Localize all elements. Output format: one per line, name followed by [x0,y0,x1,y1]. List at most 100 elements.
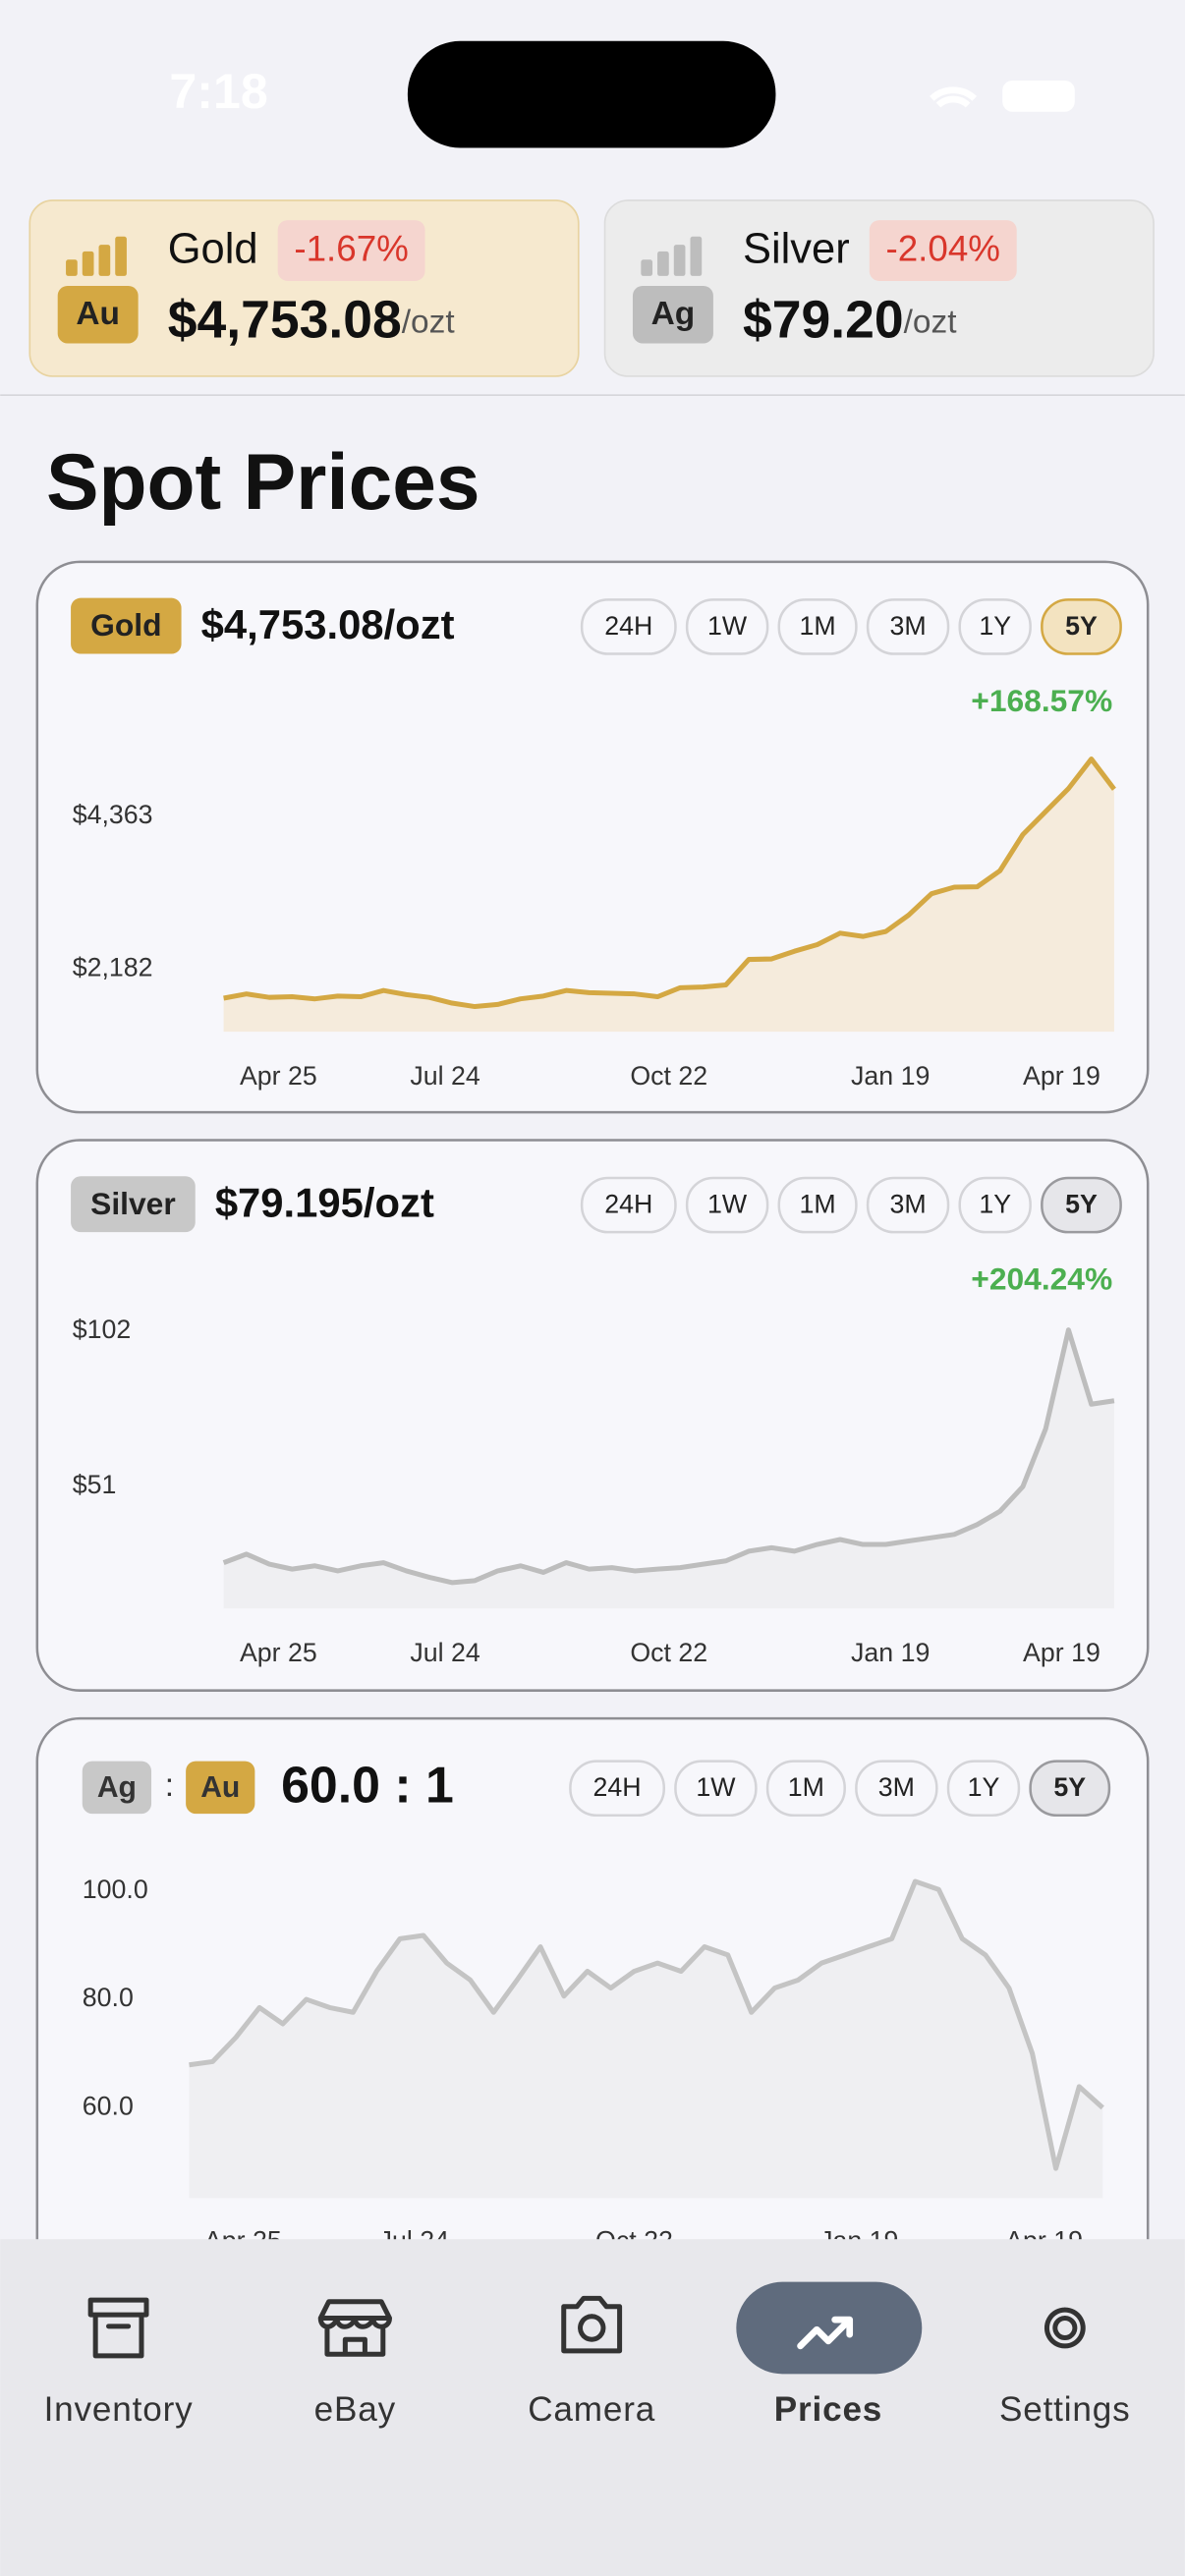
tab-icon[interactable] [1044,2307,1086,2349]
tab[interactable]: Inventory [44,2297,194,2429]
range-label[interactable]: 1W [696,1772,736,1802]
range-button[interactable] [580,1176,677,1234]
tab-label[interactable]: eBay [314,2390,396,2429]
range-label[interactable]: 1Y [979,611,1011,641]
metal-name: Gold [168,225,258,272]
bar-icon [98,245,111,276]
range-label[interactable]: 1M [788,1772,824,1802]
x-tick-label: Apr 25 [240,1061,317,1091]
range-label[interactable]: 3M [889,611,926,641]
range-label[interactable]: 1Y [979,1189,1011,1218]
change-badge [869,220,1017,281]
x-tick-label: Jan 19 [851,1638,930,1667]
x-tick-label: Jul 24 [410,1061,480,1091]
wifi-icon [930,86,978,108]
bar-icon [641,259,653,276]
price-line [189,1878,1104,2171]
range-button[interactable] [674,1760,758,1818]
ticker-card[interactable]: Ag Silver -2.04% $79.20/ozt [603,199,1155,377]
range-label[interactable]: 5Y [1065,611,1098,641]
metal-badge [186,1761,255,1815]
metal-badge-label: Gold [90,607,161,643]
y-tick-label: $102 [73,1315,132,1344]
range-button[interactable] [685,598,769,655]
tab-icon[interactable] [797,2316,854,2350]
range-label[interactable]: 24H [593,1772,642,1802]
range-label[interactable]: 1M [800,1189,836,1218]
bar-icon [690,236,703,276]
tab[interactable]: eBay [314,2299,396,2429]
range-button[interactable] [1041,598,1122,655]
price-value: $4,753.08 [168,292,402,350]
range-button[interactable] [866,1176,950,1234]
range-button[interactable] [580,598,677,655]
range-button[interactable] [569,1760,665,1818]
area-fill [189,1880,1103,2199]
symbol: Au [76,296,120,332]
price-line [222,1327,1115,1586]
range-label[interactable]: 24H [604,1189,652,1218]
y-tick-label: $4,363 [73,800,153,829]
range-label[interactable]: 1Y [968,1772,1000,1802]
heading: 60.0 : 1 [281,1757,454,1814]
range-button[interactable] [685,1176,769,1234]
range-button[interactable] [855,1760,938,1818]
dynamic-island [407,40,776,148]
range-button[interactable] [958,1176,1032,1234]
x-tick-label: Apr 19 [1023,1061,1100,1091]
tab-icon[interactable] [561,2295,623,2354]
tab-label[interactable]: Camera [528,2390,655,2429]
range-label[interactable]: 1W [707,611,748,641]
tab-icon[interactable] [87,2297,149,2359]
range-button[interactable] [777,1176,858,1234]
chart-card: Silver $79.195/ozt 24H 1W 1M 3M 1Y 5Y +204.24% $5… [35,1139,1150,1692]
tab[interactable]: Prices [736,2281,923,2429]
bar-icon [66,259,78,276]
y-tick-label: 80.0 [83,1983,134,2012]
range-label[interactable]: 3M [878,1772,915,1802]
tab-label[interactable]: Settings [999,2390,1131,2429]
tab-icon[interactable] [317,2299,392,2357]
tab[interactable]: Camera [528,2295,655,2429]
range-button[interactable] [1041,1176,1122,1234]
change-percent: +204.24% [971,1261,1112,1297]
price-unit: /ozt [904,304,958,340]
range-button[interactable] [958,598,1032,655]
price-line [223,756,1116,1010]
area-fill [223,1329,1114,1609]
range-label[interactable]: 3M [889,1189,926,1218]
ticker-card[interactable]: Au Gold -1.67% $4,753.08/ozt [28,199,580,377]
heading: $79.195/ozt [215,1179,434,1225]
symbol: Ag [651,296,696,332]
bar-icon [115,236,127,276]
range-label[interactable]: 5Y [1053,1772,1086,1802]
range-button[interactable] [866,598,950,655]
range-label[interactable]: 24H [604,611,652,641]
range-button[interactable] [777,598,858,655]
tab-bar-bg [0,2239,1185,2576]
change-percent: +168.57% [971,683,1112,718]
range-button[interactable] [1029,1760,1111,1818]
range-label[interactable]: 1M [800,611,836,641]
price: $79.20/ozt [743,292,957,350]
y-tick-label: 100.0 [83,1875,148,1904]
symbol-badge [57,285,139,344]
area-fill [223,758,1114,1033]
metal-badge-label: Silver [90,1186,176,1221]
x-tick-label: Apr 25 [240,1638,317,1667]
metal-name: Silver [743,225,850,272]
tab-label[interactable]: Prices [774,2390,882,2429]
tab[interactable]: Settings [999,2307,1131,2429]
chart-card: Gold $4,753.08/ozt 24H 1W 1M 3M 1Y 5Y +168.57% $2… [35,560,1150,1114]
tab-label[interactable]: Inventory [44,2390,194,2429]
metal-badge-label: Ag [97,1771,137,1804]
range-label[interactable]: 1W [707,1189,748,1218]
metal-badge [71,1176,196,1233]
range-button[interactable] [946,1760,1021,1818]
range-button[interactable] [765,1760,846,1818]
range-label[interactable]: 5Y [1065,1189,1098,1218]
heading: $4,753.08/ozt [201,601,455,647]
active-pill[interactable] [736,2281,923,2375]
page-title: Spot Prices [46,438,480,527]
